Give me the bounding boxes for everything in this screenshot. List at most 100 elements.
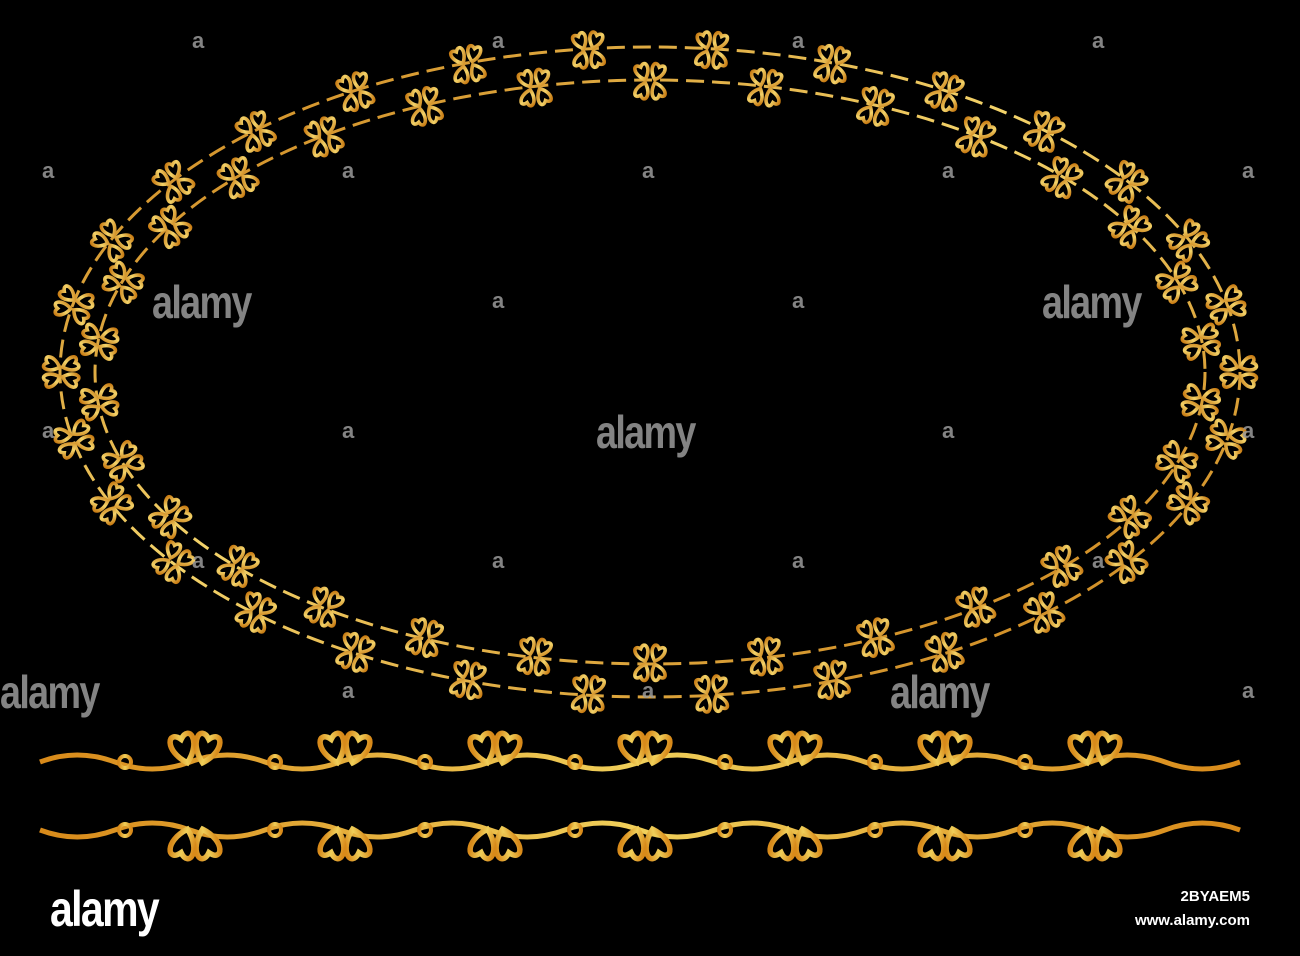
watermark-mark: a <box>192 28 205 53</box>
heart-motif <box>1107 495 1152 540</box>
website-url: www.alamy.com <box>1134 912 1250 929</box>
watermark-text: alamy <box>0 666 100 718</box>
heart-motif <box>467 730 523 767</box>
oval-ornament-frame <box>41 30 1259 714</box>
watermark-mark: a <box>492 28 505 53</box>
watermark-mark: a <box>642 158 655 183</box>
ornament-border-bottom <box>39 820 1241 862</box>
heart-motif <box>303 586 345 628</box>
heart-motif <box>405 86 444 127</box>
watermark-text: alamy <box>596 406 696 458</box>
watermark-mark: a <box>342 158 355 183</box>
watermark-mark: a <box>342 678 355 703</box>
watermark-text: alamy <box>1042 276 1142 328</box>
heart-motif <box>617 730 673 767</box>
heart-motif <box>516 636 553 677</box>
watermark-mark: a <box>942 158 955 183</box>
heart-motif <box>1067 730 1123 767</box>
heart-motif <box>570 30 606 70</box>
heart-motif <box>1180 322 1222 361</box>
heart-motif <box>101 260 145 305</box>
ornament-border-top <box>39 730 1241 772</box>
ornament-ring <box>58 45 1242 699</box>
watermark-mark: a <box>42 418 55 443</box>
heart-motif <box>1219 355 1259 389</box>
watermark-mark: a <box>942 418 955 443</box>
watermark-mark: a <box>792 288 805 313</box>
scroll-curl <box>1017 822 1033 838</box>
heart-motif <box>917 730 973 767</box>
stock-id: 2BYAEM5 <box>1180 888 1250 905</box>
scroll-curl <box>717 822 733 838</box>
watermark-mark: a <box>1092 548 1105 573</box>
heart-motif <box>1107 204 1152 249</box>
heart-motif <box>78 383 120 422</box>
heart-motif <box>1180 383 1222 422</box>
heart-motif <box>1104 159 1149 204</box>
heart-motif <box>216 156 260 200</box>
heart-motif <box>694 30 730 70</box>
scroll-curl <box>717 754 733 770</box>
heart-motif <box>955 586 997 628</box>
heart-motif <box>151 540 196 585</box>
scroll-curl <box>267 822 283 838</box>
heart-motif <box>813 659 851 701</box>
scroll-curl <box>417 754 433 770</box>
heart-motif <box>89 218 134 263</box>
scroll-curl <box>567 754 583 770</box>
heart-motif <box>633 61 667 101</box>
heart-motif <box>53 418 95 460</box>
heart-motif <box>449 43 487 85</box>
heart-motif <box>1166 218 1211 263</box>
watermark-mark: a <box>492 548 505 573</box>
heart-motif <box>101 439 145 484</box>
heart-motif <box>1155 439 1199 484</box>
heart-motif <box>767 825 823 862</box>
watermark-mark: a <box>1242 418 1255 443</box>
scroll-curl <box>267 754 283 770</box>
heart-motif <box>167 825 223 862</box>
heart-motif <box>955 116 997 158</box>
heart-motif <box>467 825 523 862</box>
heart-motif <box>917 825 973 862</box>
heart-motif <box>1205 418 1247 460</box>
scroll-curl <box>417 822 433 838</box>
heart-motif <box>924 71 965 113</box>
heart-motif <box>813 43 851 85</box>
heart-motif <box>41 355 81 389</box>
heart-motif <box>856 617 895 658</box>
heart-motif <box>1205 284 1247 326</box>
heart-motif <box>53 284 95 326</box>
heart-motif <box>303 116 345 158</box>
heart-motif <box>167 730 223 767</box>
heart-motif <box>747 636 784 677</box>
heart-motif <box>1166 481 1211 526</box>
watermark-mark: a <box>492 288 505 313</box>
heart-motif <box>924 631 965 673</box>
heart-motif <box>234 591 277 634</box>
heart-motif <box>516 67 553 108</box>
scroll-curl <box>117 822 133 838</box>
watermark-mark: a <box>192 548 205 573</box>
watermark-mark: a <box>792 28 805 53</box>
heart-motif <box>335 71 376 113</box>
heart-motif <box>148 495 193 540</box>
heart-motif <box>89 481 134 526</box>
scroll-curl <box>1017 754 1033 770</box>
watermark-mark: a <box>1092 28 1105 53</box>
heart-motif <box>335 631 376 673</box>
scroll-curl <box>867 754 883 770</box>
heart-motif <box>1023 110 1066 153</box>
watermark-text: alamy <box>890 666 990 718</box>
watermark-mark: a <box>792 548 805 573</box>
ornament-ring <box>93 78 1207 666</box>
heart-motif <box>449 659 487 701</box>
alamy-logo: alamy <box>50 881 160 937</box>
heart-motif <box>317 825 373 862</box>
heart-motif <box>1155 260 1199 305</box>
watermark-text: alamy <box>152 276 252 328</box>
heart-motif <box>1023 591 1066 634</box>
heart-motif <box>617 825 673 862</box>
